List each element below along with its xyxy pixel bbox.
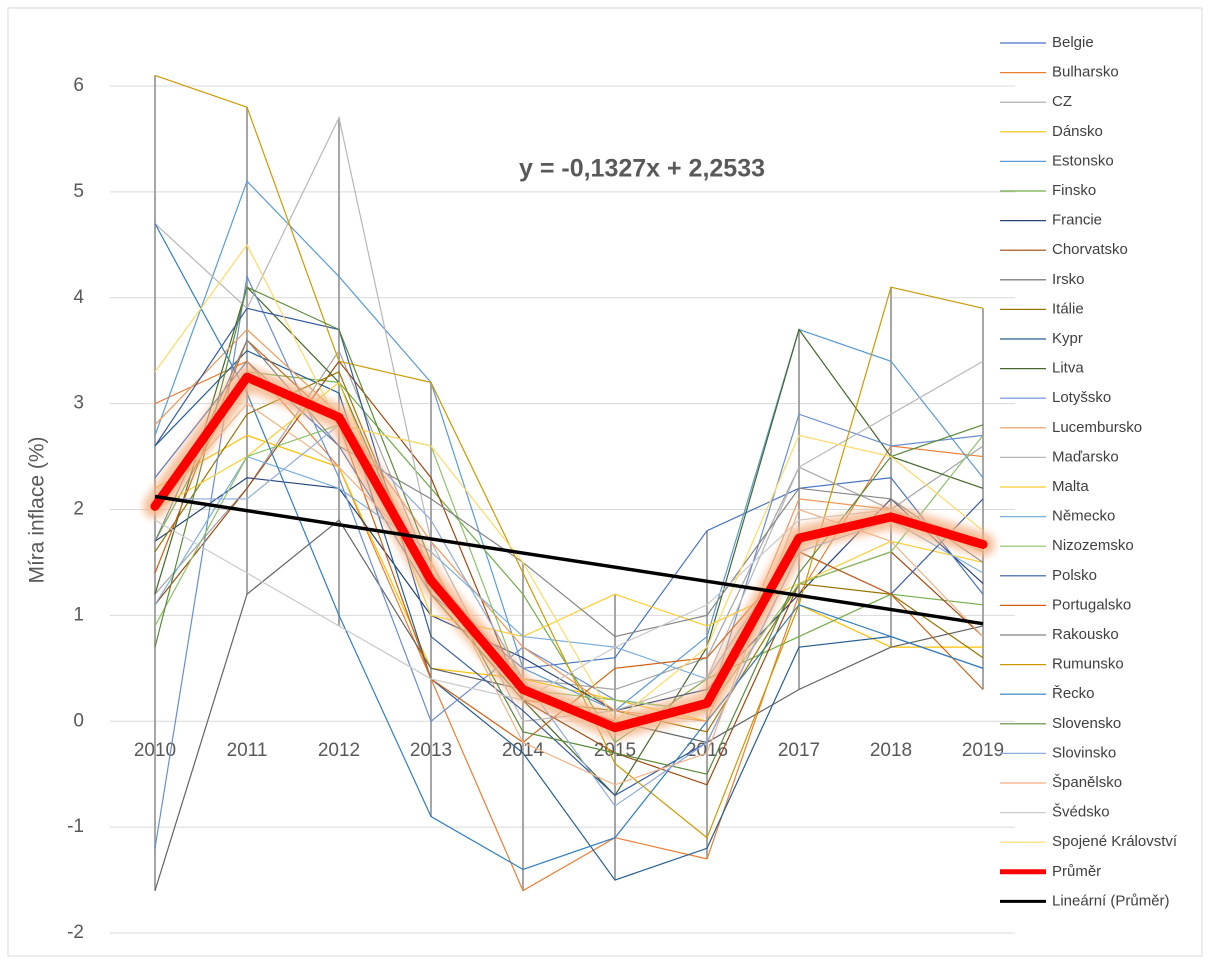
series-line <box>154 180 984 712</box>
legend-label: Chorvatsko <box>1052 241 1128 258</box>
legend-label: Malta <box>1052 478 1089 495</box>
legend-label: Portugalsko <box>1052 596 1131 613</box>
legend-label: Litva <box>1052 360 1084 377</box>
legend-label: Španělsko <box>1052 774 1122 791</box>
y-tick-label: 5 <box>73 181 84 202</box>
series-line <box>154 508 984 701</box>
legend-label: Bulharsko <box>1052 64 1119 81</box>
average-line <box>150 372 988 733</box>
legend-label: Rakousko <box>1052 626 1119 643</box>
legend-label: Belgie <box>1052 34 1094 51</box>
trend-line <box>154 494 984 626</box>
y-tick-label: 1 <box>73 604 84 625</box>
legend-label: Irsko <box>1052 271 1085 288</box>
series-line <box>154 328 984 722</box>
legend-label: Estonsko <box>1052 152 1114 169</box>
x-tick-label: 2017 <box>778 740 820 761</box>
x-tick-label: 2010 <box>134 740 176 761</box>
y-tick-label: 4 <box>73 287 84 308</box>
legend-label: Spojené Království <box>1052 833 1178 850</box>
legend-label: Francie <box>1052 212 1102 229</box>
y-axis-title: Míra inflace (%) <box>26 436 49 583</box>
y-tick-label: 6 <box>73 75 84 96</box>
legend-label: CZ <box>1052 93 1072 110</box>
series-line <box>154 223 984 871</box>
chart-border <box>7 7 1203 957</box>
x-tick-label: 2012 <box>318 740 360 761</box>
legend-label: Německo <box>1052 508 1115 525</box>
x-tick-label: 2016 <box>686 740 728 761</box>
legend-label: Dánsko <box>1052 123 1103 140</box>
legend-label: Lucembursko <box>1052 419 1142 436</box>
legend-label: Polsko <box>1052 567 1097 584</box>
legend-label: Řecko <box>1052 685 1095 702</box>
y-tick-label: -1 <box>67 816 84 837</box>
x-tick-label: 2013 <box>410 740 452 761</box>
legend-label: Slovinsko <box>1052 744 1116 761</box>
legend-label: Průměr <box>1052 863 1101 880</box>
trend-equation: y = -0,1327x + 2,2533 <box>519 155 765 183</box>
y-tick-label: -2 <box>67 922 84 943</box>
legend-label: Rumunsko <box>1052 656 1124 673</box>
y-tick-label: 0 <box>73 710 84 731</box>
series-line <box>154 243 984 723</box>
y-tick-label: 3 <box>73 393 84 414</box>
legend-label: Slovensko <box>1052 715 1121 732</box>
y-tick-label: 2 <box>73 499 84 520</box>
legend-label: Lineární (Průměr) <box>1052 892 1170 909</box>
legend-label: Lotyšsko <box>1052 389 1111 406</box>
legend-label: Maďarsko <box>1052 448 1119 465</box>
x-tick-label: 2018 <box>870 740 912 761</box>
legend-label: Kypr <box>1052 330 1083 347</box>
series-line <box>154 381 984 638</box>
series-line <box>154 477 984 712</box>
legend-label: Nizozemsko <box>1052 537 1134 554</box>
series-line <box>154 424 984 712</box>
legend-label: Finsko <box>1052 182 1096 199</box>
legend-label: Itálie <box>1052 300 1084 317</box>
x-tick-label: 2011 <box>227 740 268 761</box>
x-tick-label: 2019 <box>962 740 1004 761</box>
legend-label: Švédsko <box>1052 804 1110 821</box>
